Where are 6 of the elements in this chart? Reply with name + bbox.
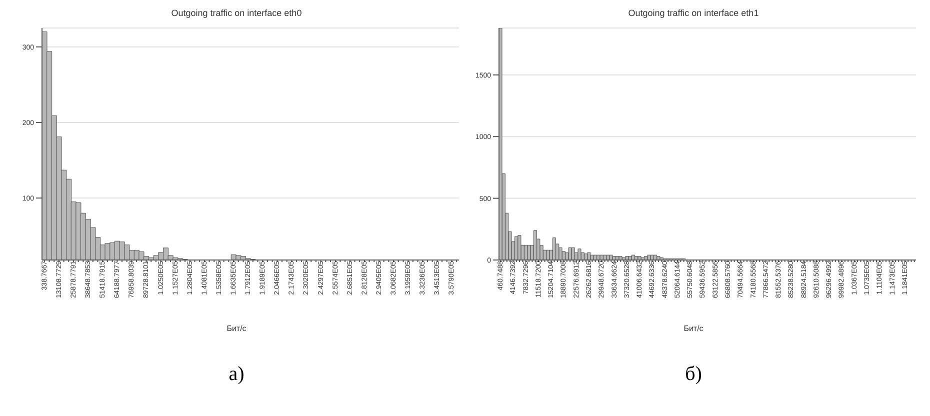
chart-title: Outgoing traffic on interface eth0 — [171, 8, 302, 20]
text: a) — [228, 363, 244, 386]
text: б) — [685, 363, 702, 386]
chart-title: Outgoing traffic on interface eth1 — [628, 8, 759, 20]
x-axis-title: Бит/с — [226, 324, 246, 333]
x-axis-title: Бит/с — [684, 324, 704, 333]
